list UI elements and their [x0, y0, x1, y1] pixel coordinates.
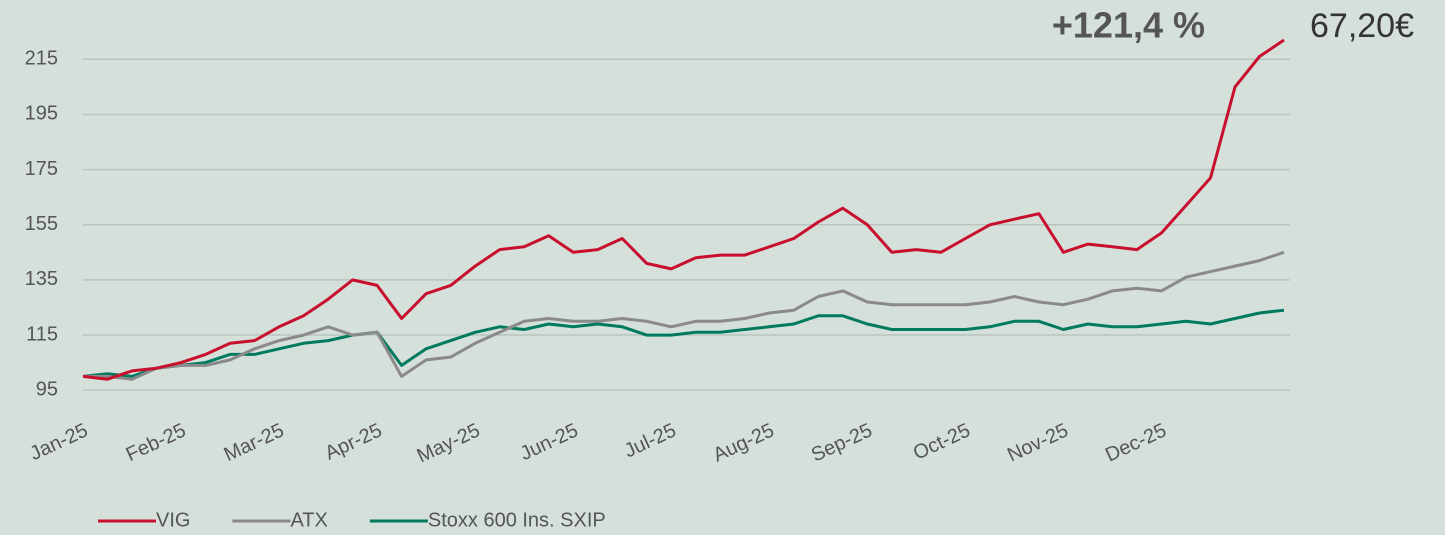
x-tick-label: Jun-25 [517, 419, 582, 465]
x-tick-label: Feb-25 [123, 419, 190, 466]
y-tick-label: 135 [25, 268, 58, 290]
x-tick-label: Dec-25 [1102, 419, 1170, 466]
series-line [82, 308, 1285, 378]
x-tick-label: Nov-25 [1004, 419, 1072, 466]
series-line [82, 38, 1285, 381]
price-annotation: 67,20€ [1310, 7, 1414, 45]
x-tick-label: Oct-25 [910, 419, 974, 464]
performance-annotation: +121,4 % [1052, 5, 1205, 46]
y-tick-label: 195 [25, 103, 58, 125]
x-tick-label: Jul-25 [621, 419, 680, 462]
x-tick-label: Jan-25 [27, 419, 92, 465]
legend-label: VIG [156, 509, 190, 531]
x-tick-label: Apr-25 [322, 419, 386, 464]
x-tick-label: Aug-25 [710, 419, 778, 466]
y-tick-label: 155 [25, 213, 58, 235]
y-tick-label: 95 [36, 378, 58, 400]
y-tick-label: 175 [25, 158, 58, 180]
y-tick-label: 215 [25, 48, 58, 70]
x-tick-label: Mar-25 [221, 419, 288, 466]
legend-label: Stoxx 600 Ins. SXIP [428, 509, 606, 531]
y-tick-label: 115 [26, 323, 58, 345]
x-tick-label: Sep-25 [808, 419, 876, 466]
series-line [83, 250, 1285, 381]
x-tick-label: May-25 [414, 419, 484, 467]
legend-label: ATX [290, 509, 327, 531]
